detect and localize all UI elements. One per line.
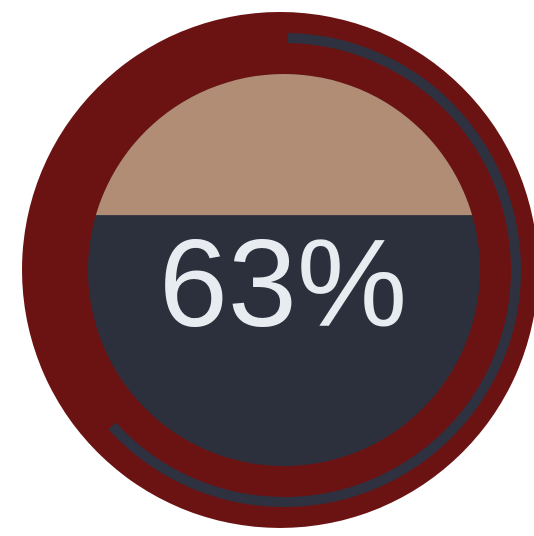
inner-disc <box>88 74 480 466</box>
progress-arc <box>108 33 521 507</box>
percentage-label: 63% <box>159 215 407 353</box>
